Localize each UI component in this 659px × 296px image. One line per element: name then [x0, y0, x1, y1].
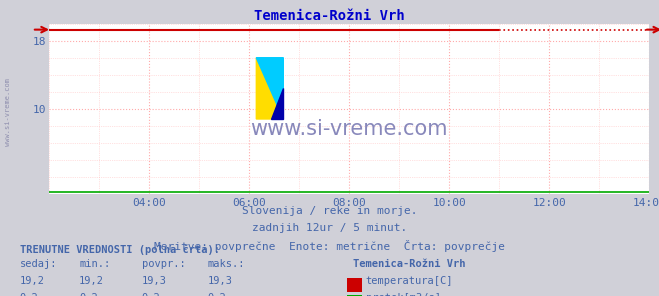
Text: Slovenija / reke in morje.: Slovenija / reke in morje.	[242, 206, 417, 216]
Text: 19,3: 19,3	[142, 276, 167, 286]
Text: zadnjih 12ur / 5 minut.: zadnjih 12ur / 5 minut.	[252, 223, 407, 233]
Text: 0,2: 0,2	[208, 293, 226, 296]
Polygon shape	[256, 58, 283, 119]
Text: 19,2: 19,2	[20, 276, 45, 286]
Text: 0,2: 0,2	[79, 293, 98, 296]
Text: 0,2: 0,2	[20, 293, 38, 296]
Text: maks.:: maks.:	[208, 259, 245, 269]
Text: sedaj:: sedaj:	[20, 259, 57, 269]
Text: TRENUTNE VREDNOSTI (polna črta):: TRENUTNE VREDNOSTI (polna črta):	[20, 244, 219, 255]
Text: 0,2: 0,2	[142, 293, 160, 296]
Text: Temenica-Rožni Vrh: Temenica-Rožni Vrh	[254, 9, 405, 23]
Text: pretok[m3/s]: pretok[m3/s]	[366, 293, 441, 296]
Text: www.si-vreme.com: www.si-vreme.com	[5, 78, 11, 147]
Polygon shape	[272, 88, 283, 119]
Text: 19,2: 19,2	[79, 276, 104, 286]
Text: www.si-vreme.com: www.si-vreme.com	[250, 119, 448, 139]
Text: Temenica-Rožni Vrh: Temenica-Rožni Vrh	[353, 259, 465, 269]
Text: min.:: min.:	[79, 259, 110, 269]
Text: povpr.:: povpr.:	[142, 259, 185, 269]
Text: 19,3: 19,3	[208, 276, 233, 286]
Text: temperatura[C]: temperatura[C]	[366, 276, 453, 286]
Polygon shape	[256, 58, 283, 119]
Text: Meritve: povprečne  Enote: metrične  Črta: povprečje: Meritve: povprečne Enote: metrične Črta:…	[154, 240, 505, 252]
